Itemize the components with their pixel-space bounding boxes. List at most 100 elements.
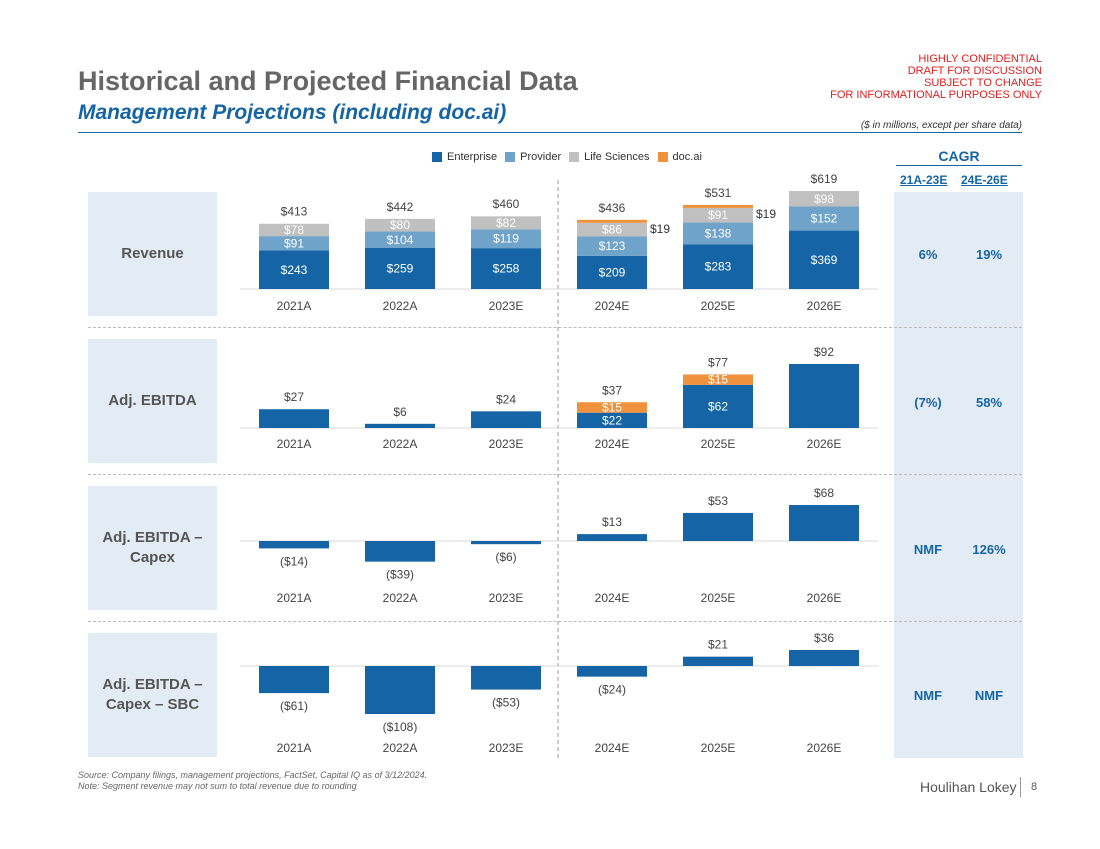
x-tick-label: 2021A <box>277 437 312 451</box>
bar-value-label: $258 <box>493 262 520 276</box>
bar <box>471 541 541 545</box>
confidential-line: FOR INFORMATIONAL PURPOSES ONLY <box>830 89 1042 101</box>
bar-segment-enterprise <box>259 409 329 428</box>
legend-item-life-sciences: Life Sciences <box>569 151 650 163</box>
panel-label-ebitda-capex: Adj. EBITDA – Capex <box>88 486 217 610</box>
bar-segment-life-sciences <box>259 223 329 237</box>
rounding-note: Note: Segment revenue may not sum to tot… <box>78 781 357 791</box>
legend-label: Enterprise <box>447 151 498 163</box>
bar-value-label: $15 <box>602 400 622 414</box>
x-tick-label: 2026E <box>807 437 842 451</box>
legend-item-enterprise: Enterprise <box>432 151 497 163</box>
bar-segment-enterprise <box>365 247 435 289</box>
x-tick-label: 2023E <box>489 299 524 313</box>
bar-value-label: $19 <box>756 207 776 221</box>
panel-separator <box>88 474 1022 475</box>
bar-segment-enterprise <box>577 255 647 289</box>
page-title: Historical and Projected Financial Data <box>78 66 578 96</box>
panel-label-text: Adj. EBITDA – <box>102 676 203 693</box>
bar-total-label: $6 <box>393 405 407 419</box>
bar-segment-provider <box>365 231 435 248</box>
bar-segment-doc-ai <box>577 219 647 223</box>
source-note: Source: Company filings, management proj… <box>78 770 428 780</box>
bar-value-label: $82 <box>496 216 516 230</box>
bar-total-label: $531 <box>705 186 732 200</box>
x-tick-label: 2026E <box>807 299 842 313</box>
bar-total-label: $37 <box>602 383 622 397</box>
bar-total-label: $436 <box>599 201 626 215</box>
bar <box>683 656 753 666</box>
bar-value-label: $243 <box>281 263 308 277</box>
bar-segment-enterprise <box>471 248 541 289</box>
panel-label-text: Revenue <box>121 245 184 262</box>
bar-segment-provider <box>683 222 753 245</box>
bar <box>577 534 647 541</box>
cagr-ebitda-capex-proj: 126% <box>972 542 1006 557</box>
bar-value-label: $369 <box>811 253 838 267</box>
bar-value-label: $53 <box>708 494 728 508</box>
page-number: 8 <box>1031 781 1038 793</box>
bar <box>577 666 647 677</box>
legend-item-provider: Provider <box>505 151 561 163</box>
panel-label-revenue: Revenue <box>88 192 217 316</box>
x-tick-label: 2021A <box>277 299 312 313</box>
bar-total-label: $27 <box>284 390 304 404</box>
cagr-ebitda-capex-sbc-hist: NMF <box>913 688 943 703</box>
bar <box>259 666 329 694</box>
bar-segment-provider <box>577 236 647 256</box>
x-tick-label: 2023E <box>489 591 524 605</box>
bar-segment-provider <box>259 236 329 251</box>
bar-segment-enterprise <box>683 244 753 289</box>
bar-segment-enterprise <box>789 230 859 289</box>
bar-value-label: $78 <box>284 223 304 237</box>
bar-value-label: $68 <box>814 486 834 500</box>
legend-swatch <box>432 152 442 162</box>
bar-total-label: $442 <box>387 200 414 214</box>
cagr-ebitda-capex-hist: NMF <box>913 542 943 557</box>
x-tick-label: 2026E <box>807 591 842 605</box>
bar <box>259 541 329 549</box>
legend-swatch <box>505 152 516 162</box>
bar-segment-enterprise <box>683 384 753 428</box>
bar-total-label: $77 <box>708 355 728 369</box>
x-tick-label: 2021A <box>277 591 312 605</box>
bar-value-label: $259 <box>387 261 414 275</box>
cagr-col-projected: 24E-26E <box>961 173 1008 187</box>
bar-segment-life-sciences <box>577 222 647 237</box>
x-tick-label: 2024E <box>595 437 630 451</box>
bar-value-label: ($53) <box>492 696 520 710</box>
panel-label-text: Capex <box>129 549 176 566</box>
bar-value-label: $123 <box>599 239 626 253</box>
confidential-line: DRAFT FOR DISCUSSION <box>907 65 1042 77</box>
legend-item-doc-ai: doc.ai <box>657 151 702 163</box>
bar-value-label: $36 <box>814 631 834 645</box>
bar-segment-enterprise <box>789 364 859 428</box>
panel-separator <box>88 327 1022 328</box>
bar <box>683 512 753 541</box>
bar-segment-doc-ai <box>577 402 647 413</box>
cagr-title: CAGR <box>938 148 980 164</box>
confidential-notice: HIGHLY CONFIDENTIAL DRAFT FOR DISCUSSION… <box>830 53 1042 101</box>
bar-value-label: $62 <box>708 399 728 413</box>
cagr-divider <box>896 165 1022 166</box>
bar-value-label: $152 <box>811 212 838 226</box>
bar-segment-life-sciences <box>683 207 753 223</box>
bar <box>471 666 541 690</box>
legend-swatch <box>569 152 580 162</box>
bar-value-label: $91 <box>708 208 728 222</box>
bar-value-label: $80 <box>390 218 410 232</box>
x-tick-label: 2026E <box>807 741 842 755</box>
legend-label: Provider <box>520 151 562 163</box>
panel-label-text: Capex – SBC <box>105 696 200 713</box>
panel-label-adj-ebitda: Adj. EBITDA <box>88 339 217 463</box>
bar-segment-life-sciences <box>471 216 541 230</box>
x-tick-label: 2021A <box>277 741 312 755</box>
bar-total-label: $413 <box>281 205 308 219</box>
brand-separator <box>1020 777 1021 797</box>
cagr-background <box>894 192 1023 758</box>
cagr-revenue-proj: 19% <box>975 247 1003 262</box>
x-tick-label: 2023E <box>489 741 524 755</box>
bar-segment-life-sciences <box>365 218 435 232</box>
bar-segment-doc-ai <box>683 204 753 208</box>
